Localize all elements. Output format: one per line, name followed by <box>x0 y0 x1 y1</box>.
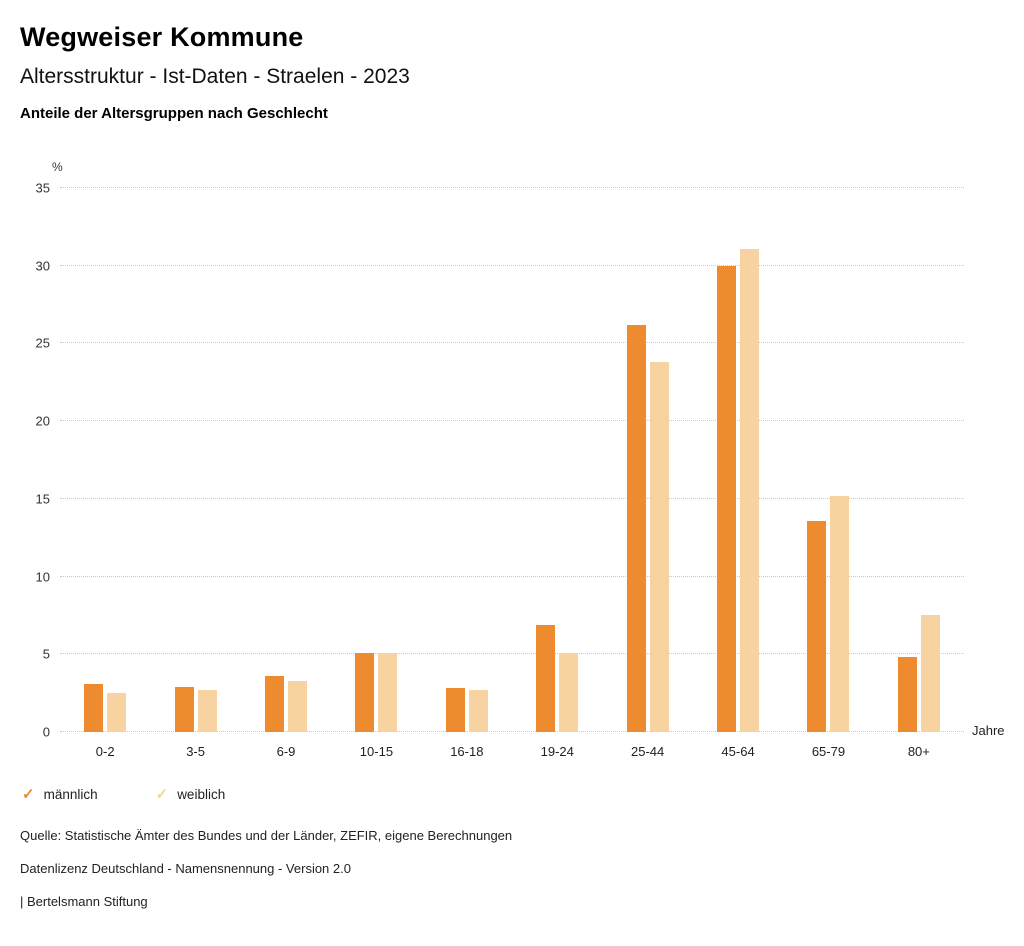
bar-weiblich-16-18[interactable] <box>468 690 488 732</box>
legend-label: weiblich <box>177 787 226 802</box>
bar-männlich-3-5[interactable] <box>174 686 194 732</box>
gridline <box>60 653 964 655</box>
bar-group-3-5 <box>150 188 240 732</box>
chart-subtitle: Altersstruktur - Ist-Daten - Straelen - … <box>20 65 410 88</box>
bar-group-65-79 <box>783 188 873 732</box>
x-tick-label-19-24: 19-24 <box>540 744 574 759</box>
bar-weiblich-25-44[interactable] <box>649 362 669 732</box>
bar-männlich-6-9[interactable] <box>265 676 285 732</box>
gridline <box>60 731 964 732</box>
bar-groups <box>60 188 964 732</box>
plot-wrap: 0 5 10 15 20 25 30 35 Jahre <box>20 181 1005 740</box>
source-line: Quelle: Statistische Ämter des Bundes un… <box>20 828 513 843</box>
gridline <box>60 187 964 188</box>
y-axis: 0 5 10 15 20 25 30 35 <box>20 181 60 740</box>
y-tick-label: 30 <box>35 258 50 274</box>
legend-item-männlich[interactable]: ✓ männlich <box>22 787 98 802</box>
y-tick-label: 0 <box>42 724 50 740</box>
plot-area: Jahre <box>60 187 1005 738</box>
bar-männlich-80+[interactable] <box>897 657 917 732</box>
attribution-line: | Bertelsmann Stiftung <box>20 894 148 909</box>
bar-group-80+ <box>874 188 964 732</box>
check-icon: ✓ <box>155 786 169 803</box>
bar-group-10-15 <box>331 188 421 732</box>
bar-männlich-45-64[interactable] <box>717 265 737 732</box>
y-tick-label: 5 <box>42 646 50 662</box>
x-tick-label-16-18: 16-18 <box>450 744 484 759</box>
bar-weiblich-3-5[interactable] <box>197 690 217 732</box>
page: Wegweiser Kommune Altersstruktur - Ist-D… <box>20 22 1005 909</box>
gridline <box>60 420 964 422</box>
x-tick-label-45-64: 45-64 <box>721 744 755 759</box>
legend-item-weiblich[interactable]: ✓ weiblich <box>156 787 226 802</box>
bar-männlich-10-15[interactable] <box>355 652 375 732</box>
bar-weiblich-10-15[interactable] <box>378 652 398 732</box>
x-tick-label-10-15: 10-15 <box>359 744 394 759</box>
bar-männlich-65-79[interactable] <box>807 520 827 732</box>
x-tick-label-65-79: 65-79 <box>811 744 846 759</box>
bar-männlich-16-18[interactable] <box>445 688 465 732</box>
bar-weiblich-6-9[interactable] <box>288 680 308 732</box>
x-tick-label-6-9: 6-9 <box>276 744 296 759</box>
gridline <box>60 575 964 577</box>
gridline <box>60 497 964 499</box>
y-axis-unit-label: % <box>52 160 63 174</box>
chart-footer: Quelle: Statistische Ämter des Bundes un… <box>20 828 1004 909</box>
gridline <box>60 342 964 344</box>
y-tick-label: 20 <box>35 413 50 429</box>
license-line: Datenlizenz Deutschland - Namensnennung … <box>20 861 351 876</box>
y-tick-label: 35 <box>35 180 50 196</box>
bar-männlich-19-24[interactable] <box>536 624 556 732</box>
x-axis-unit-label: Jahre <box>972 723 1005 738</box>
bar-group-16-18 <box>422 188 512 732</box>
bar-weiblich-0-2[interactable] <box>107 693 127 732</box>
bar-chart: % 0 5 10 15 20 25 30 35 Jahre 0-2 3-5 6-9 10-15 16-… <box>20 160 1005 759</box>
page-title: Wegweiser Kommune <box>20 22 304 52</box>
bar-weiblich-65-79[interactable] <box>830 495 850 732</box>
x-axis: 0-2 3-5 6-9 10-15 16-18 19-24 25-44 45-64 65-79 8… <box>60 732 964 759</box>
chart-description: Anteile der Altersgruppen nach Geschlech… <box>20 105 328 122</box>
bar-weiblich-45-64[interactable] <box>740 248 760 732</box>
bar-group-6-9 <box>241 188 331 732</box>
x-tick-label-25-44: 25-44 <box>631 744 665 759</box>
legend-label: männlich <box>43 787 98 802</box>
check-icon: ✓ <box>22 786 35 803</box>
x-tick-label-80+: 80+ <box>907 744 930 759</box>
bar-weiblich-19-24[interactable] <box>559 652 579 732</box>
bar-männlich-0-2[interactable] <box>84 683 104 732</box>
bar-weiblich-80+[interactable] <box>920 615 940 732</box>
bar-group-19-24 <box>512 188 602 732</box>
y-tick-label: 25 <box>35 335 50 351</box>
bar-männlich-25-44[interactable] <box>626 324 646 732</box>
gridline <box>60 264 964 266</box>
bar-group-25-44 <box>602 188 692 732</box>
legend: ✓ männlich ✓ weiblich <box>22 787 1004 802</box>
x-tick-label-3-5: 3-5 <box>186 744 205 759</box>
y-tick-label: 15 <box>35 491 50 507</box>
bar-group-0-2 <box>60 188 150 732</box>
bar-group-45-64 <box>693 188 783 732</box>
x-tick-label-0-2: 0-2 <box>95 744 115 759</box>
y-tick-label: 10 <box>35 569 50 585</box>
chart-header: Wegweiser Kommune Altersstruktur - Ist-D… <box>20 22 1004 122</box>
